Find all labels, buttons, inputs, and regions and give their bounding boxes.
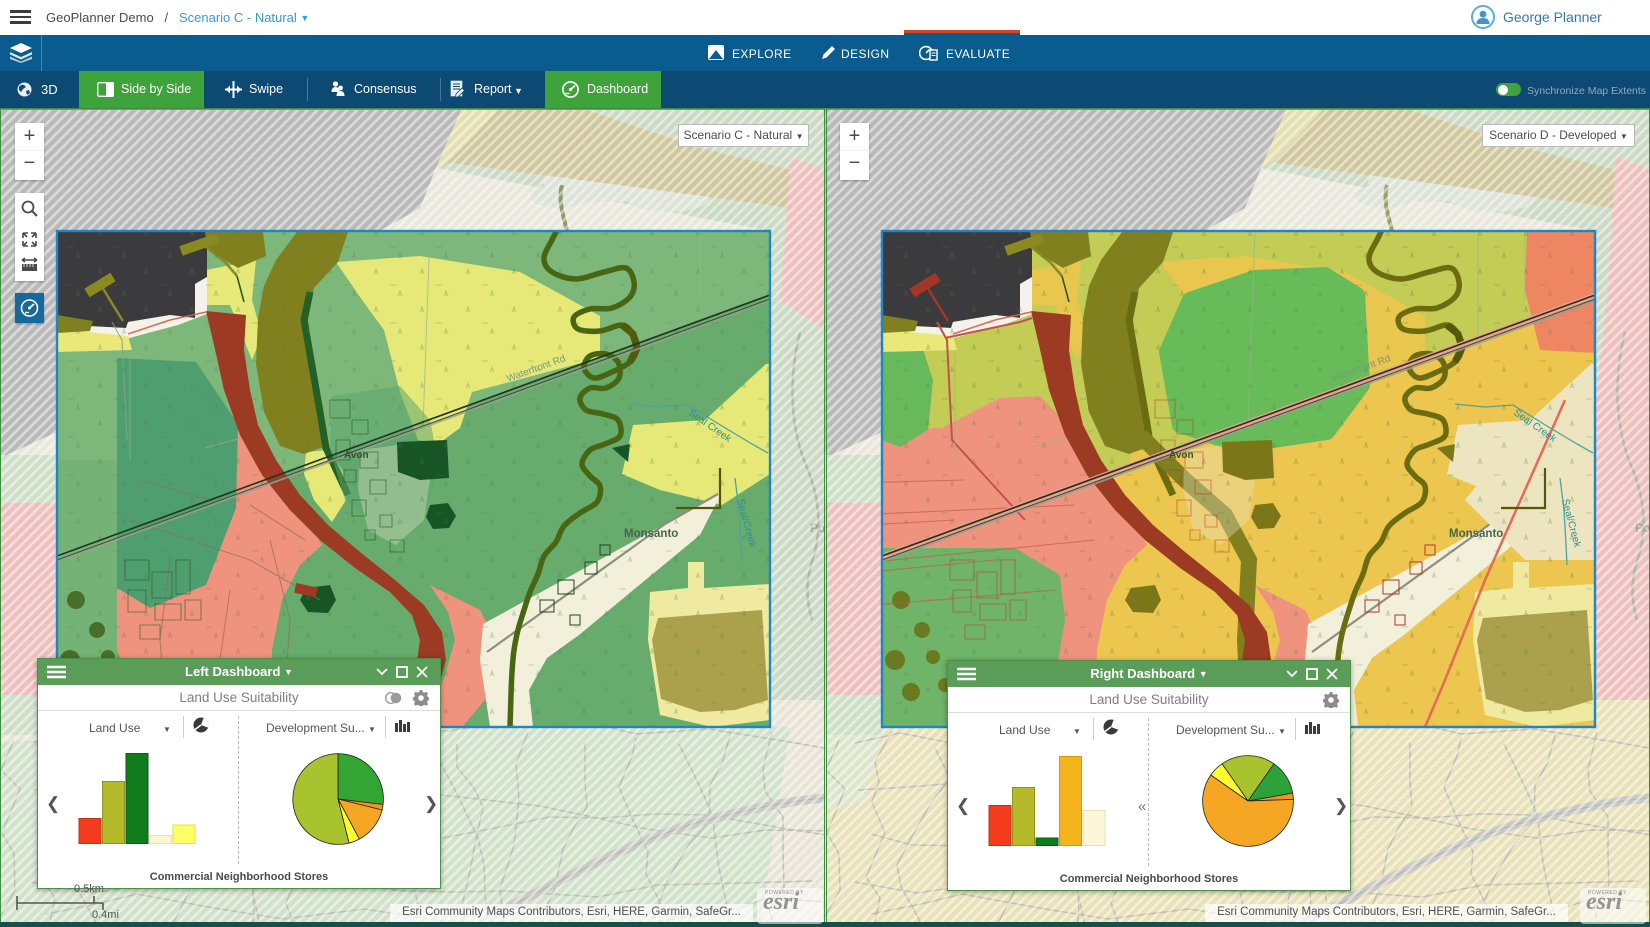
svg-text:Monsanto: Monsanto (624, 528, 678, 540)
svg-text:0.4mi: 0.4mi (92, 909, 119, 920)
svg-text:Monsanto: Monsanto (1449, 528, 1503, 540)
svg-text:Avon: Avon (1169, 450, 1194, 461)
svg-text:Avon: Avon (344, 450, 369, 461)
svg-text:0.5km: 0.5km (74, 883, 104, 895)
